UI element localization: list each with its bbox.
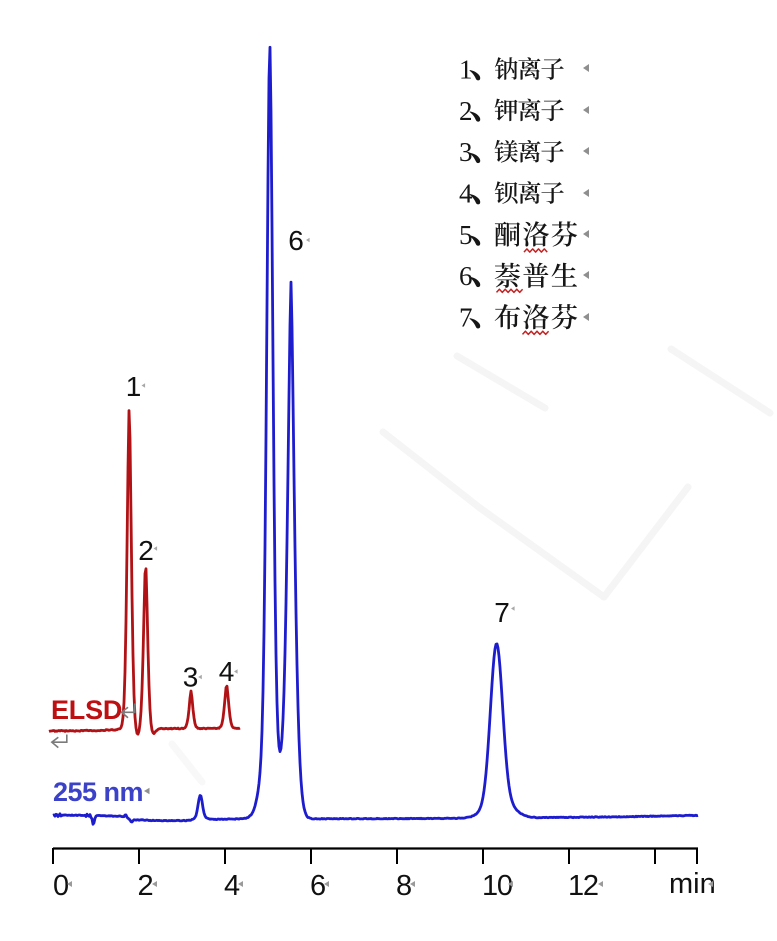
svg-text:7: 7	[459, 303, 473, 333]
svg-text:3: 3	[459, 137, 473, 167]
svg-text:2: 2	[138, 535, 154, 566]
svg-text:6: 6	[310, 870, 326, 902]
svg-text:8: 8	[396, 870, 412, 902]
svg-text:1: 1	[126, 371, 142, 402]
svg-text:ELSD: ELSD	[51, 695, 122, 725]
svg-text:2: 2	[138, 870, 154, 902]
svg-text:7: 7	[494, 597, 510, 628]
svg-text:3: 3	[183, 662, 199, 693]
svg-text:10: 10	[482, 870, 512, 902]
svg-text:1: 1	[459, 55, 473, 85]
svg-text:6: 6	[459, 261, 473, 291]
svg-text:4: 4	[459, 179, 473, 209]
svg-text:4: 4	[224, 870, 240, 902]
svg-text:4: 4	[219, 656, 235, 687]
svg-text:5: 5	[459, 220, 473, 250]
svg-text:2: 2	[459, 96, 473, 126]
svg-text:255 nm: 255 nm	[53, 777, 143, 807]
svg-text:min: min	[669, 868, 716, 900]
svg-text:6: 6	[288, 225, 304, 256]
svg-text:12: 12	[568, 870, 598, 902]
svg-text:0: 0	[53, 870, 69, 902]
